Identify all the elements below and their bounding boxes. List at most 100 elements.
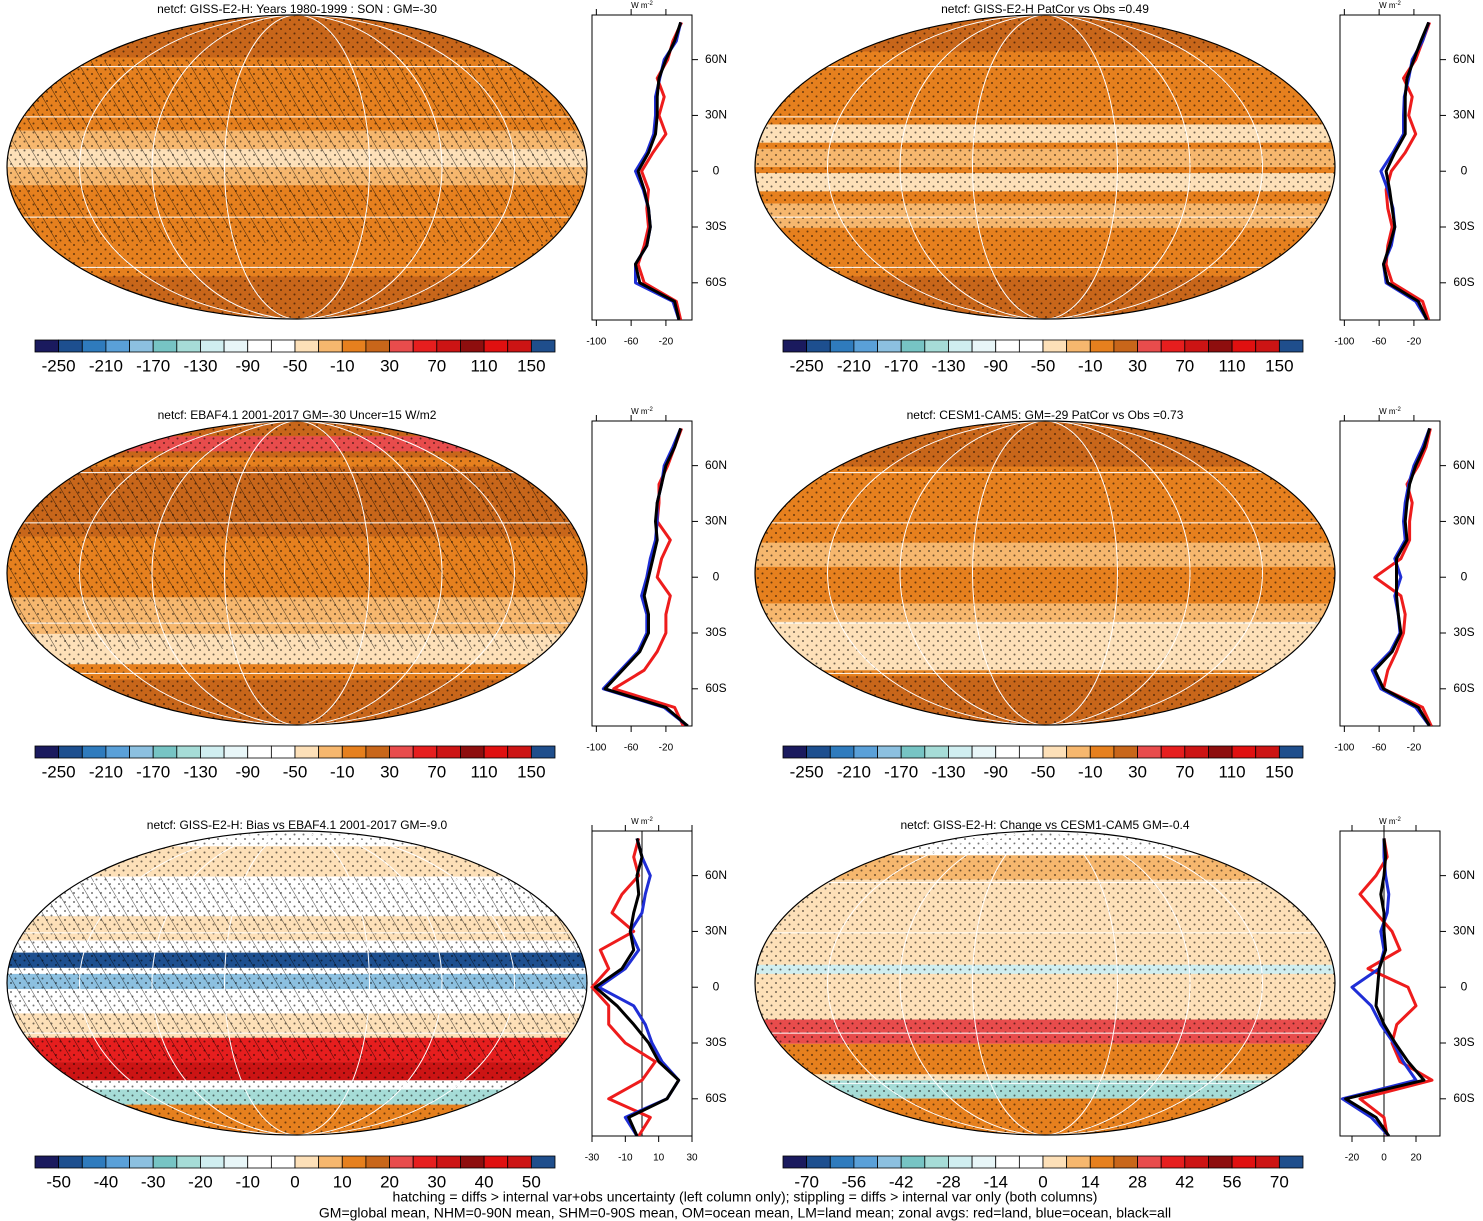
colorbar-box bbox=[436, 339, 461, 353]
colorbar-box bbox=[507, 339, 532, 353]
colorbar-label: 42 bbox=[1175, 1172, 1194, 1191]
y-tick-label: 60N bbox=[1453, 868, 1475, 882]
colorbar-box bbox=[1278, 1155, 1304, 1169]
colorbar-box bbox=[341, 339, 367, 353]
colorbar-label: 0 bbox=[1038, 1172, 1047, 1191]
colorbar-label: -250 bbox=[790, 762, 824, 781]
colorbar-box bbox=[200, 745, 225, 759]
colorbar-box bbox=[806, 1155, 831, 1169]
unit-sup: -2 bbox=[1396, 1, 1402, 7]
colorbar-label: -210 bbox=[837, 762, 871, 781]
colorbar-box bbox=[247, 745, 272, 759]
colorbar-box bbox=[1208, 1155, 1233, 1169]
colorbar-box bbox=[1184, 1155, 1209, 1169]
colorbar-label: -56 bbox=[842, 1172, 867, 1191]
colorbar-label: 110 bbox=[471, 356, 498, 375]
colorbar-box bbox=[105, 339, 130, 353]
colorbar-label: 70 bbox=[1175, 762, 1194, 781]
x-tick-label: -60 bbox=[624, 337, 639, 348]
colorbar-box bbox=[924, 1155, 949, 1169]
colorbar-box bbox=[1089, 1155, 1115, 1169]
colorbar-box bbox=[1042, 1155, 1068, 1169]
colorbar-label: 150 bbox=[1265, 762, 1293, 781]
meridian bbox=[224, 831, 370, 1135]
colorbar-box bbox=[1231, 745, 1257, 759]
colorbar-box bbox=[129, 1155, 154, 1169]
colorbar-box bbox=[389, 1155, 414, 1169]
unit: W m bbox=[631, 407, 648, 416]
colorbar-box bbox=[806, 745, 831, 759]
colorbar-box bbox=[1255, 339, 1280, 353]
colorbar-box bbox=[877, 745, 902, 759]
unit-label: W m-2 bbox=[1379, 407, 1401, 417]
colorbar-box bbox=[318, 1155, 343, 1169]
colorbar-box bbox=[1066, 339, 1091, 353]
zonal-frame bbox=[1339, 420, 1441, 727]
stipple bbox=[755, 831, 1335, 1135]
colorbar-label: -130 bbox=[931, 356, 965, 375]
colorbar-box bbox=[853, 339, 878, 353]
unit-label: W m-2 bbox=[631, 1, 653, 11]
map bbox=[755, 421, 1335, 725]
map bbox=[7, 421, 587, 725]
map-title: netcf: EBAF4.1 2001-2017 GM=-30 Uncer=15… bbox=[158, 408, 437, 422]
colorbar-box bbox=[200, 339, 225, 353]
colorbar-box bbox=[365, 745, 390, 759]
zonal-line bbox=[1373, 428, 1433, 726]
meridian bbox=[151, 421, 443, 725]
y-tick-label: 30S bbox=[705, 1035, 726, 1049]
colorbar-label: -10 bbox=[235, 1172, 260, 1191]
colorbar-box bbox=[1255, 1155, 1280, 1169]
colorbar-box bbox=[483, 339, 509, 353]
x-tick-label: -20 bbox=[1407, 337, 1422, 348]
unit-label: W m-2 bbox=[631, 407, 653, 417]
x-tick-label: -100 bbox=[1334, 337, 1354, 348]
colorbar-box bbox=[294, 339, 320, 353]
colorbar-label: -28 bbox=[936, 1172, 961, 1191]
colorbar-label: -90 bbox=[235, 762, 260, 781]
colorbar-box bbox=[129, 339, 154, 353]
colorbar-label: 110 bbox=[1219, 356, 1246, 375]
colorbar-label: 20 bbox=[380, 1172, 399, 1191]
y-tick-label: 0 bbox=[1461, 979, 1468, 993]
colorbar-label: -170 bbox=[136, 762, 170, 781]
y-tick-label: 60S bbox=[705, 275, 726, 289]
colorbar-box bbox=[1137, 339, 1162, 353]
map bbox=[755, 831, 1335, 1135]
meridian bbox=[827, 421, 1263, 725]
colorbar-label: 30 bbox=[380, 762, 399, 781]
x-tick-label: 10 bbox=[653, 1153, 665, 1164]
colorbar-box bbox=[460, 1155, 485, 1169]
colorbar-label: 110 bbox=[471, 762, 498, 781]
colorbar-box bbox=[971, 339, 997, 353]
colorbar-box bbox=[389, 745, 414, 759]
colorbar-label: 150 bbox=[1265, 356, 1293, 375]
map bbox=[7, 831, 587, 1135]
colorbar-label: 50 bbox=[522, 1172, 541, 1191]
colorbar-box bbox=[270, 745, 296, 759]
colorbar-box bbox=[1042, 339, 1068, 353]
colorbar-label: 110 bbox=[1219, 762, 1246, 781]
colorbar-box bbox=[1184, 339, 1209, 353]
x-tick-label: -20 bbox=[1407, 743, 1422, 754]
colorbar-box bbox=[365, 339, 390, 353]
y-tick-label: 30S bbox=[1453, 1035, 1474, 1049]
colorbar-box bbox=[223, 745, 249, 759]
y-tick-label: 30S bbox=[705, 219, 726, 233]
colorbar-box bbox=[1160, 1155, 1186, 1169]
x-tick-label: -10 bbox=[618, 1153, 633, 1164]
colorbar-box bbox=[1278, 745, 1304, 759]
colorbar-box bbox=[1018, 745, 1044, 759]
y-tick-label: 60S bbox=[1453, 275, 1474, 289]
colorbar-box bbox=[318, 339, 343, 353]
colorbar-label: -170 bbox=[884, 356, 918, 375]
colorbar-label: 70 bbox=[1175, 356, 1194, 375]
colorbar-label: 30 bbox=[380, 356, 399, 375]
zonal-line bbox=[1379, 21, 1431, 320]
meridian bbox=[827, 15, 1263, 319]
y-tick-label: 60S bbox=[705, 1091, 726, 1105]
colorbar-label: -50 bbox=[283, 356, 308, 375]
zonal-frame bbox=[1339, 830, 1441, 1137]
map-title: netcf: GISS-E2-H: Bias vs EBAF4.1 2001-2… bbox=[147, 818, 448, 832]
colorbar-label: -20 bbox=[188, 1172, 213, 1191]
